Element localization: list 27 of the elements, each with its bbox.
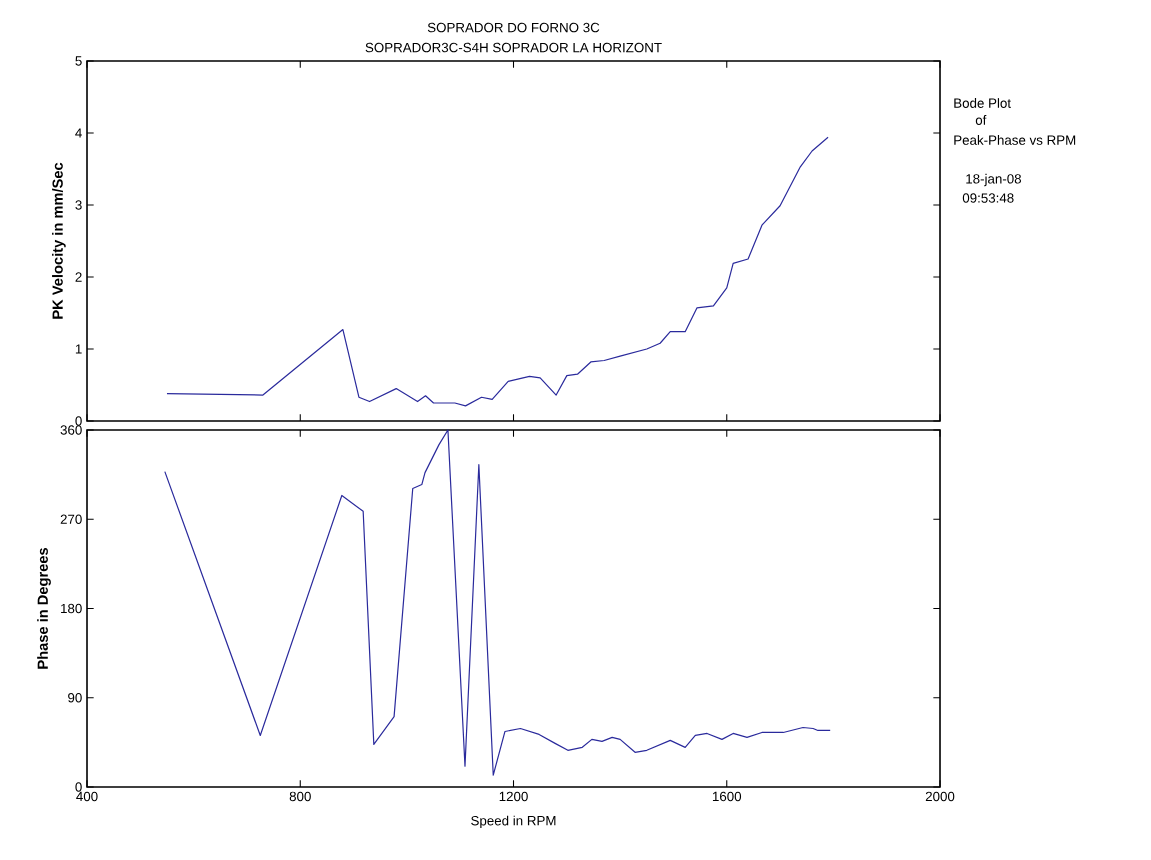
y-tick-label: 360	[60, 425, 82, 435]
x-tick-label: 400	[76, 791, 98, 802]
chart-subtitle: SOPRADOR3C-S4H SOPRADOR LA HORIZONT	[365, 42, 662, 53]
x-tick-label: 1200	[499, 791, 528, 802]
chart-title: SOPRADOR DO FORNO 3C	[427, 22, 600, 33]
y-tick-label: 4	[75, 128, 82, 138]
y-tick-label: 180	[61, 603, 82, 614]
y-tick-label: 90	[68, 693, 82, 703]
y-tick-label: 5	[75, 56, 82, 66]
text: 09:53:48	[962, 193, 1014, 203]
text: of	[975, 115, 987, 125]
x-tick-label: 2000	[925, 791, 955, 802]
y-axis-title: Phase in Degrees	[37, 547, 51, 669]
y-tick-label: 3	[75, 200, 82, 210]
y-tick-label: 0	[75, 782, 82, 792]
x-axis-title: Speed in RPM	[471, 815, 556, 829]
x-tick-label: 800	[289, 791, 311, 802]
y-tick-label: 1	[75, 344, 82, 354]
y-tick-label: 2	[75, 272, 82, 282]
x-tick-label: 1600	[712, 791, 742, 802]
text: 18-jan-08	[966, 173, 1022, 187]
y-tick-label: 0	[75, 416, 82, 426]
line-series	[164, 429, 831, 776]
text: Peak-Phase vs RPM	[954, 135, 1076, 145]
text: Bode Plot	[954, 98, 1011, 108]
y-axis-title: PK Velocity in mm/Sec	[52, 162, 66, 319]
y-tick-label: 270	[60, 514, 82, 524]
